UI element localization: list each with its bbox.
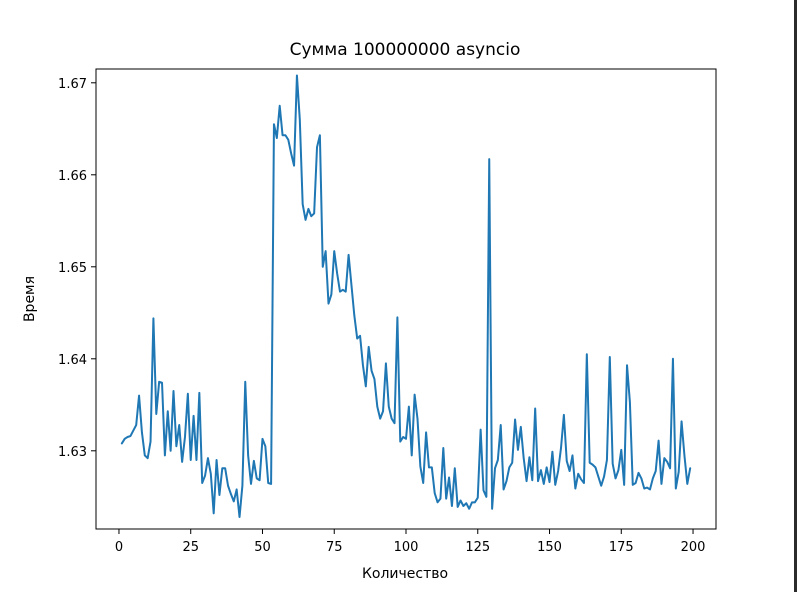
window-edge bbox=[794, 0, 797, 592]
y-axis: 1.63 1.64 1.65 1.66 1.67 bbox=[58, 77, 96, 460]
x-tick-label: 25 bbox=[182, 540, 199, 555]
y-axis-label: Время bbox=[22, 276, 38, 322]
x-tick-label: 175 bbox=[609, 540, 634, 555]
y-tick-label: 1.67 bbox=[58, 77, 87, 92]
y-tick-label: 1.63 bbox=[58, 445, 87, 460]
x-tick-label: 50 bbox=[254, 540, 271, 555]
x-tick-label: 200 bbox=[681, 540, 706, 555]
x-tick-label: 150 bbox=[537, 540, 562, 555]
x-tick-label: 75 bbox=[326, 540, 343, 555]
series-line bbox=[120, 74, 692, 519]
x-tick-label: 125 bbox=[465, 540, 490, 555]
x-tick-label: 100 bbox=[394, 540, 419, 555]
y-tick-label: 1.66 bbox=[58, 169, 87, 184]
y-tick-label: 1.65 bbox=[58, 261, 87, 276]
chart-title: Сумма 100000000 asyncio bbox=[290, 40, 521, 60]
x-axis: 0 25 50 75 100 125 150 175 200 bbox=[115, 529, 706, 555]
x-tick-label: 0 bbox=[115, 540, 123, 555]
x-axis-label: Количество bbox=[362, 566, 448, 582]
y-tick-label: 1.64 bbox=[58, 353, 87, 368]
